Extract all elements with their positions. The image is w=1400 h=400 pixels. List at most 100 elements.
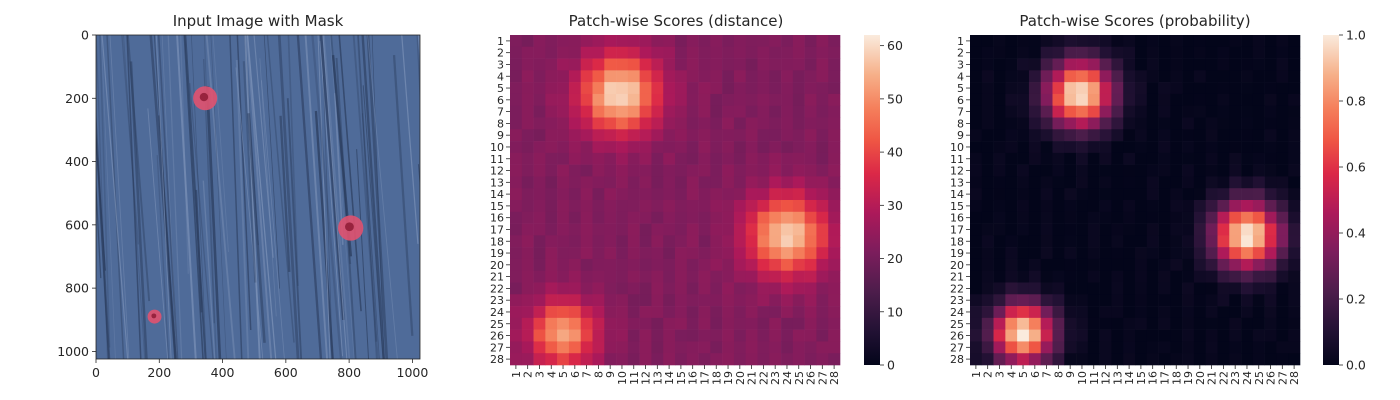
heatmap-cell — [981, 176, 994, 189]
heatmap-cell — [639, 282, 652, 295]
heatmap-cell — [1005, 247, 1018, 260]
heatmap-cell — [510, 270, 523, 283]
heatmap-cell — [698, 223, 711, 236]
heatmap-cell — [663, 188, 676, 201]
heatmap-cell — [568, 58, 582, 71]
heatmap-cell — [557, 188, 570, 201]
heatmap-cell — [675, 117, 688, 130]
heatmap-cell — [757, 176, 770, 189]
heatmap-cell — [592, 70, 605, 83]
heatmap-cell — [1017, 46, 1030, 59]
heatmap-cell — [970, 223, 983, 236]
heatmap-cell — [639, 176, 652, 189]
heatmap-cell — [710, 329, 723, 342]
y-tick-label: 10 — [490, 141, 504, 154]
heatmap-cell — [1040, 247, 1053, 260]
heatmap-cell — [557, 317, 570, 330]
heatmap-cell — [1135, 129, 1148, 142]
heatmap-cell — [1229, 317, 1242, 330]
heatmap-cell — [1252, 82, 1265, 95]
heatmap-cell — [981, 211, 994, 224]
heatmap-cell — [592, 46, 605, 59]
heatmap-cell — [604, 70, 617, 83]
heatmap-cell — [592, 353, 605, 366]
wood-grain-streak — [161, 35, 178, 359]
heatmap-cell — [1252, 93, 1265, 107]
heatmap-cell — [816, 211, 829, 224]
x-tick-label: 11 — [628, 371, 641, 385]
heatmap-cell — [816, 247, 829, 260]
heatmap-cell — [745, 317, 758, 330]
heatmap-cell — [545, 223, 558, 236]
heatmap-cell — [1017, 141, 1030, 154]
heatmap-cell — [710, 35, 723, 48]
heatmap-cell — [1005, 329, 1018, 342]
heatmap-cell — [1276, 117, 1289, 130]
heatmap-cell — [675, 58, 688, 71]
heatmap-cell — [769, 235, 782, 248]
heatmap-cell — [1158, 200, 1171, 213]
heatmap-cell — [1087, 353, 1100, 366]
heatmap-cell — [769, 105, 782, 118]
heatmap-cell — [533, 329, 546, 342]
heatmap-cell — [592, 270, 605, 283]
heatmap-cell — [1040, 282, 1053, 295]
heatmap-cell — [1028, 117, 1042, 130]
heatmap-cell — [1205, 117, 1218, 130]
heatmap-cell — [757, 93, 770, 107]
heatmap-cell — [1170, 294, 1183, 307]
heatmap-cell — [757, 211, 770, 224]
heatmap-cell — [521, 82, 534, 95]
heatmap-cell — [557, 270, 570, 283]
heatmap-cell — [1064, 117, 1077, 130]
y-tick-label: 24 — [950, 306, 964, 319]
heatmap-cell — [745, 258, 758, 272]
wood-grain-streak — [329, 35, 355, 359]
heatmap-cell — [1146, 35, 1159, 48]
heatmap-cell — [510, 306, 523, 319]
heatmap-cell — [804, 306, 817, 319]
heatmap-cell — [521, 247, 534, 260]
wood-grain-streak — [96, 176, 102, 279]
x-tick-label: 800 — [337, 365, 361, 380]
heatmap-cell — [993, 223, 1006, 236]
heatmap-cell — [663, 152, 676, 165]
heatmap-cell — [639, 105, 652, 118]
heatmap-cell — [781, 270, 794, 283]
heatmap-cell — [1005, 117, 1018, 130]
heatmap-cell — [993, 353, 1006, 366]
heatmap-cell — [757, 341, 770, 354]
heatmap-cell — [627, 35, 640, 48]
heatmap-cell — [663, 258, 676, 272]
wood-grain-streak — [277, 35, 300, 359]
heatmap-cell — [828, 235, 841, 248]
heatmap-cell — [1288, 200, 1301, 213]
wood-grain-streak — [189, 83, 214, 359]
heatmap-cell — [1229, 93, 1242, 107]
heatmap-cell — [510, 235, 523, 248]
x-tick-label: 3 — [533, 371, 546, 378]
heatmap-cell — [580, 223, 593, 236]
heatmap-cell — [828, 152, 841, 165]
heatmap-cell — [781, 141, 794, 154]
heatmap-cell — [1288, 317, 1301, 330]
heatmap-cell — [651, 82, 664, 95]
heatmap-cell — [804, 129, 817, 142]
wood-grain-streak — [212, 35, 229, 252]
heatmap-cell — [568, 93, 582, 107]
heatmap-cell — [1193, 317, 1207, 330]
heatmap-cell — [804, 247, 817, 260]
heatmap-cell — [1241, 353, 1254, 366]
heatmap-cell — [1040, 46, 1053, 59]
heatmap-cell — [1099, 200, 1112, 213]
heatmap-cell — [781, 117, 794, 130]
wood-grain-streak — [184, 35, 207, 359]
heatmap-cell — [686, 258, 699, 272]
heatmap-cell — [781, 211, 794, 224]
heatmap-cell — [1264, 200, 1277, 213]
heatmap-cell — [1288, 117, 1301, 130]
heatmap-cell — [1217, 58, 1230, 71]
heatmap-cell — [568, 117, 582, 130]
heatmap-cell — [1123, 317, 1136, 330]
heatmap-cell — [604, 223, 617, 236]
